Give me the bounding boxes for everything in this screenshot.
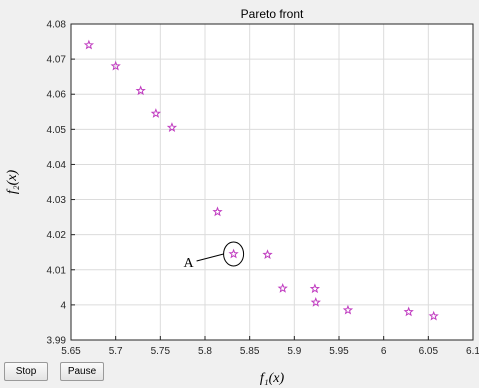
annotation-group: A <box>184 241 245 271</box>
pareto-point <box>212 206 223 217</box>
x-tick-label: 5.7 <box>109 346 123 357</box>
y-tick-label: 4.01 <box>47 265 67 276</box>
x-tick-label: 5.8 <box>198 346 212 357</box>
x-tick-label: 5.85 <box>240 346 260 357</box>
pareto-point <box>110 60 121 71</box>
pareto-point <box>342 304 354 315</box>
pareto-point <box>83 39 95 50</box>
stop-button[interactable]: Stop <box>4 362 48 381</box>
y-axis-label: f₂(x) <box>5 170 20 195</box>
y-tick-label: 3.99 <box>47 336 67 347</box>
x-tick-label: 6.1 <box>466 346 479 357</box>
y-tick-label: 4.05 <box>47 125 67 136</box>
x-tick-label: 5.65 <box>61 346 81 357</box>
annotation-label: A <box>184 256 195 271</box>
data-points <box>83 39 439 321</box>
x-tick-label: 6.05 <box>419 346 439 357</box>
pareto-point <box>310 297 321 307</box>
y-tick-label: 4.08 <box>47 20 67 31</box>
x-tick-label: 5.95 <box>329 346 349 357</box>
pareto-point <box>262 249 273 260</box>
x-tick-label: 5.9 <box>287 346 301 357</box>
plot-border <box>70 23 474 341</box>
y-tick-label: 4.06 <box>47 90 67 101</box>
y-tick-label: 4.07 <box>47 55 67 66</box>
y-tick-label: 4 <box>60 300 66 311</box>
x-tick-label: 5.75 <box>151 346 171 357</box>
plot-area <box>71 24 473 340</box>
chart-title: Pareto front <box>241 7 304 21</box>
pareto-point <box>135 85 146 96</box>
pareto-point <box>277 282 288 293</box>
pause-button[interactable]: Pause <box>60 362 104 381</box>
x-tick-label: 6 <box>381 346 387 357</box>
pareto-point <box>166 122 178 132</box>
pareto-point <box>309 283 321 294</box>
pareto-point <box>150 108 162 118</box>
annotation-leader-line <box>196 253 224 262</box>
pareto-point <box>428 310 439 321</box>
pareto-point <box>228 248 239 259</box>
y-tick-label: 4.04 <box>47 160 67 171</box>
axis-ticks: 5.65 5.7 5.75 5.8 5.85 5.9 5.95 6 6.05 6.1 3.99 4 4.… <box>47 20 479 358</box>
y-tick-label: 4.03 <box>47 195 67 206</box>
x-axis-label: f₁(x) <box>260 371 285 386</box>
y-tick-label: 4.02 <box>47 230 67 241</box>
pareto-point <box>403 306 414 317</box>
